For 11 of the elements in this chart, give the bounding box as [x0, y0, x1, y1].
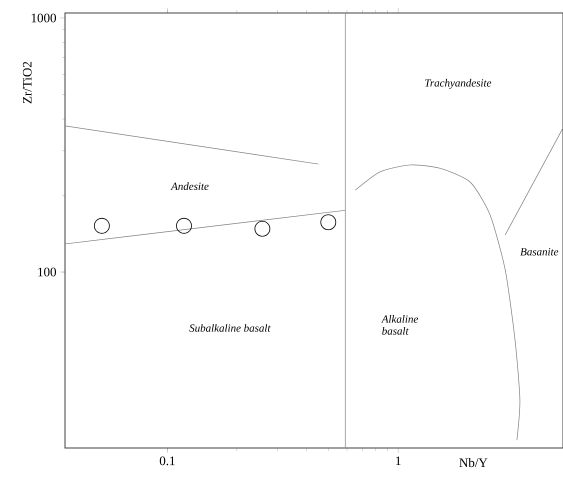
y-axis-title: Zr/TiO2 [22, 62, 32, 104]
annotation: Subalkaline basalt [189, 324, 271, 332]
annotation: Basanite [520, 248, 558, 256]
x-axis-title: Nb/Y [459, 458, 488, 468]
y-tick-label: 1000 [32, 14, 56, 22]
annotation: Trachyandesite [425, 78, 492, 89]
x-tick-label: 1 [396, 456, 401, 466]
annotation: Alkaline basalt [381, 315, 418, 335]
x-tick-label: 0.1 [160, 456, 175, 466]
y-tick-label: 100 [38, 268, 56, 276]
annotation: Andesite [170, 182, 209, 190]
